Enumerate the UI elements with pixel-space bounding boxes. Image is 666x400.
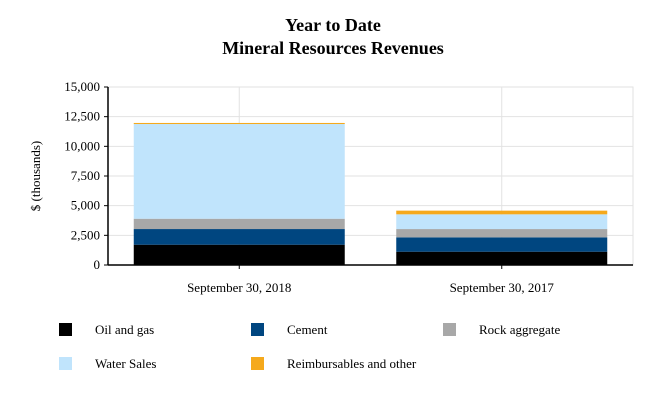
legend-swatch [251, 357, 264, 370]
y-tick-label: 10,000 [64, 138, 100, 153]
bar-segment-water-sales [396, 214, 608, 230]
y-tick-label: 12,500 [64, 109, 100, 124]
bar-segment-water-sales [133, 124, 345, 219]
chart-title-line-2: Mineral Resources Revenues [222, 38, 444, 58]
legend-label: Water Sales [95, 356, 156, 371]
x-tick-label: September 30, 2018 [187, 280, 291, 295]
bar-segment-cement [133, 229, 345, 245]
legend-swatch [59, 357, 72, 370]
bar-segment-oil-and-gas [133, 244, 345, 265]
bar-segment-cement [396, 237, 608, 252]
bar-segment-oil-and-gas [396, 251, 608, 265]
legend-label: Cement [287, 322, 328, 337]
legend-swatch [251, 323, 264, 336]
y-tick-label: 7,500 [71, 168, 100, 183]
x-tick-label: September 30, 2017 [450, 280, 555, 295]
legend-label: Rock aggregate [479, 322, 560, 337]
legend-label: Oil and gas [95, 322, 154, 337]
y-tick-label: 15,000 [64, 79, 100, 94]
chart-title-line-1: Year to Date [285, 15, 381, 35]
legend-swatch [443, 323, 456, 336]
bar-segment-reimbursables-and-other [396, 210, 608, 215]
y-tick-label: 5,000 [71, 198, 100, 213]
bar-segment-rock-aggregate [133, 218, 345, 230]
y-axis-label: $ (thousands) [28, 141, 43, 211]
y-tick-label: 2,500 [71, 227, 100, 242]
bar-segment-reimbursables-and-other [133, 122, 345, 125]
legend-swatch [59, 323, 72, 336]
y-tick-label: 0 [94, 257, 101, 272]
legend-label: Reimbursables and other [287, 356, 417, 371]
bar-segment-rock-aggregate [396, 229, 608, 238]
